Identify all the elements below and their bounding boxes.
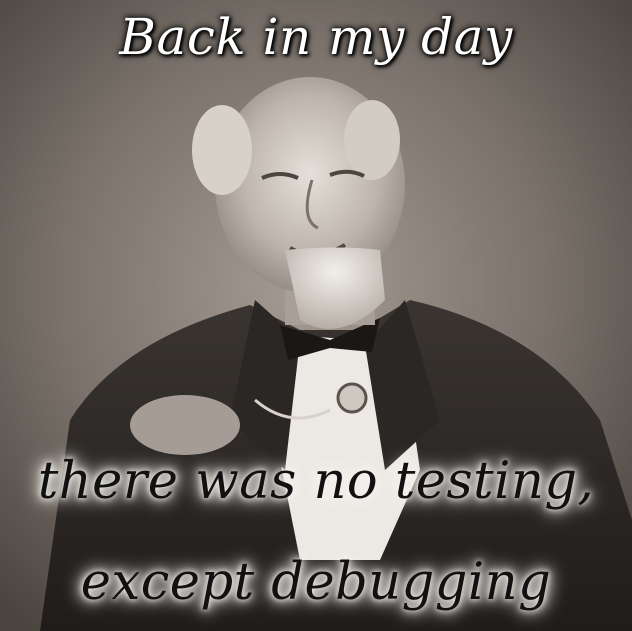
caption-bottom-line2: except debugging bbox=[80, 553, 552, 612]
caption-bottom-line1: there was no testing, bbox=[37, 452, 595, 511]
caption-top: Back in my day bbox=[119, 8, 513, 66]
